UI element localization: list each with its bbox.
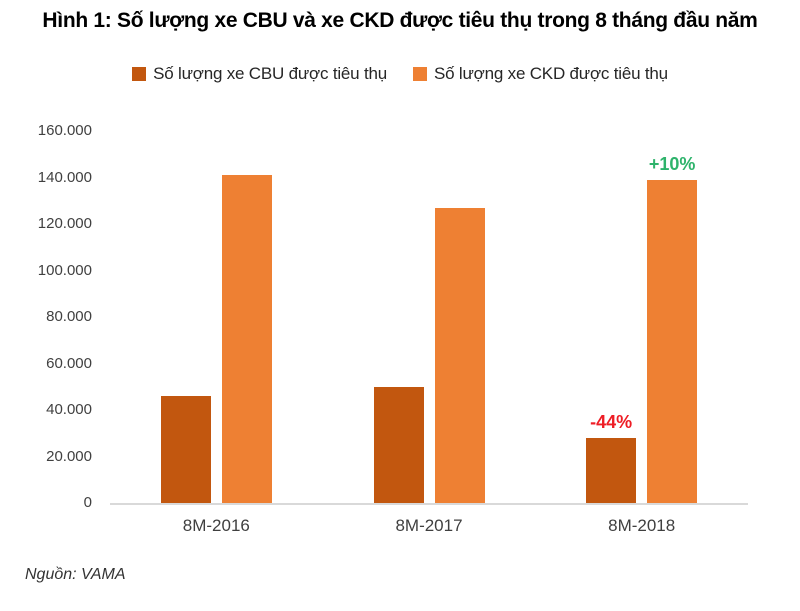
y-axis: 0 20.000 40.000 60.000 80.000 100.000 120.000 1… [0,122,92,511]
legend-item-ckd: Số lượng xe CKD được tiêu thụ [413,64,668,84]
legend-label-cbu: Số lượng xe CBU được tiêu thụ [153,64,387,83]
bar-ckd-8M-2017 [434,207,485,503]
legend-label-ckd: Số lượng xe CKD được tiêu thụ [434,64,668,83]
bar-group-8M-2017: 8M-2017 [323,131,536,535]
bar-ckd-8M-2016 [221,175,272,503]
bar-group-8M-2018: -44% +10% 8M-2018 [535,131,748,535]
y-tick-label: 120.000 [37,215,92,232]
bar-cbu-8M-2018: -44% [586,412,637,503]
y-tick-label: 60.000 [46,354,92,372]
legend: Số lượng xe CBU được tiêu thụ Số lượng x… [0,64,800,84]
x-axis-label-8M-2018: 8M-2018 [608,516,676,535]
x-axis-label-8M-2016: 8M-2016 [182,516,250,535]
x-axis-label-8M-2017: 8M-2017 [395,516,463,535]
annotation-ckd-8M-2018: +10% [648,153,696,174]
y-tick-label: 140.000 [37,168,92,186]
y-tick-label: 0 [83,494,92,511]
y-tick-label: 20.000 [46,447,92,465]
legend-swatch-ckd-icon [413,67,427,81]
bar-cbu-8M-2017 [373,386,424,503]
y-tick-label: 80.000 [46,308,92,325]
y-tick-label: 40.000 [46,401,92,418]
plot-area: 8M-2016 8M-2017 -44% +10% 8M-2018 [110,131,748,535]
source-note: Nguồn: VAMA [25,566,126,583]
bar-group-8M-2016: 8M-2016 [110,131,323,535]
chart-title: Hình 1: Số lượng xe CBU và xe CKD được t… [42,9,758,32]
bar-cbu-8M-2016 [160,396,211,503]
legend-item-cbu: Số lượng xe CBU được tiêu thụ [132,64,387,84]
legend-swatch-cbu-icon [132,67,147,81]
y-tick-label: 100.000 [37,261,92,279]
bar-ckd-8M-2018: +10% [647,154,698,503]
annotation-cbu-8M-2018: -44% [590,411,633,432]
y-tick-label: 160.000 [37,122,92,139]
